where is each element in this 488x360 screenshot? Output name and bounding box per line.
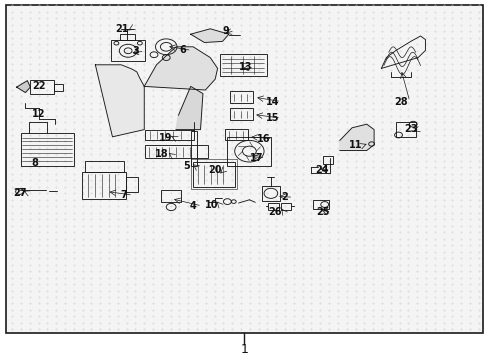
Bar bbox=[322, 156, 333, 164]
Text: 24: 24 bbox=[314, 165, 328, 175]
Bar bbox=[144, 130, 193, 140]
Text: 9: 9 bbox=[222, 26, 229, 36]
Bar bbox=[220, 54, 266, 76]
Text: 7: 7 bbox=[121, 190, 127, 200]
Bar bbox=[161, 190, 181, 202]
Text: 4: 4 bbox=[189, 201, 196, 211]
Bar bbox=[30, 80, 54, 94]
Text: 6: 6 bbox=[179, 45, 186, 55]
Bar bbox=[20, 133, 74, 166]
Bar bbox=[144, 145, 208, 158]
Bar bbox=[82, 172, 126, 199]
Polygon shape bbox=[190, 29, 228, 42]
Text: 12: 12 bbox=[32, 109, 46, 120]
Bar bbox=[54, 84, 62, 91]
Text: 22: 22 bbox=[32, 81, 46, 91]
Polygon shape bbox=[176, 86, 203, 130]
Bar bbox=[111, 40, 144, 61]
Text: 28: 28 bbox=[393, 96, 407, 107]
Text: 25: 25 bbox=[315, 207, 329, 217]
Text: 16: 16 bbox=[257, 134, 270, 144]
Text: 10: 10 bbox=[204, 200, 218, 210]
Text: 1: 1 bbox=[240, 343, 248, 356]
Text: 18: 18 bbox=[154, 149, 168, 159]
Bar bbox=[227, 137, 271, 166]
Bar bbox=[190, 159, 237, 189]
Text: 23: 23 bbox=[403, 124, 417, 134]
Polygon shape bbox=[144, 47, 217, 90]
Text: 3: 3 bbox=[132, 46, 139, 56]
Bar bbox=[84, 161, 123, 172]
Bar bbox=[261, 186, 280, 201]
Text: 8: 8 bbox=[32, 158, 39, 168]
Bar bbox=[224, 129, 248, 140]
Bar bbox=[280, 203, 291, 210]
Text: 17: 17 bbox=[249, 153, 263, 163]
Bar bbox=[193, 162, 234, 187]
Bar bbox=[190, 131, 196, 166]
Text: 15: 15 bbox=[265, 113, 279, 123]
Polygon shape bbox=[339, 124, 373, 150]
Bar bbox=[229, 91, 253, 103]
Bar bbox=[267, 203, 278, 210]
Text: 21: 21 bbox=[115, 24, 129, 34]
Text: 20: 20 bbox=[208, 165, 222, 175]
Text: 26: 26 bbox=[267, 207, 281, 217]
Text: 11: 11 bbox=[348, 140, 362, 150]
Text: 14: 14 bbox=[265, 96, 279, 107]
Polygon shape bbox=[17, 81, 30, 93]
Text: 13: 13 bbox=[238, 62, 252, 72]
Text: 27: 27 bbox=[13, 188, 26, 198]
Polygon shape bbox=[95, 65, 144, 137]
Bar bbox=[229, 108, 253, 120]
Text: 19: 19 bbox=[158, 132, 172, 143]
Bar bbox=[395, 122, 415, 137]
Bar bbox=[312, 200, 328, 209]
Bar bbox=[120, 34, 135, 40]
Text: 5: 5 bbox=[183, 161, 190, 171]
Bar bbox=[126, 177, 138, 192]
Text: 2: 2 bbox=[281, 192, 287, 202]
